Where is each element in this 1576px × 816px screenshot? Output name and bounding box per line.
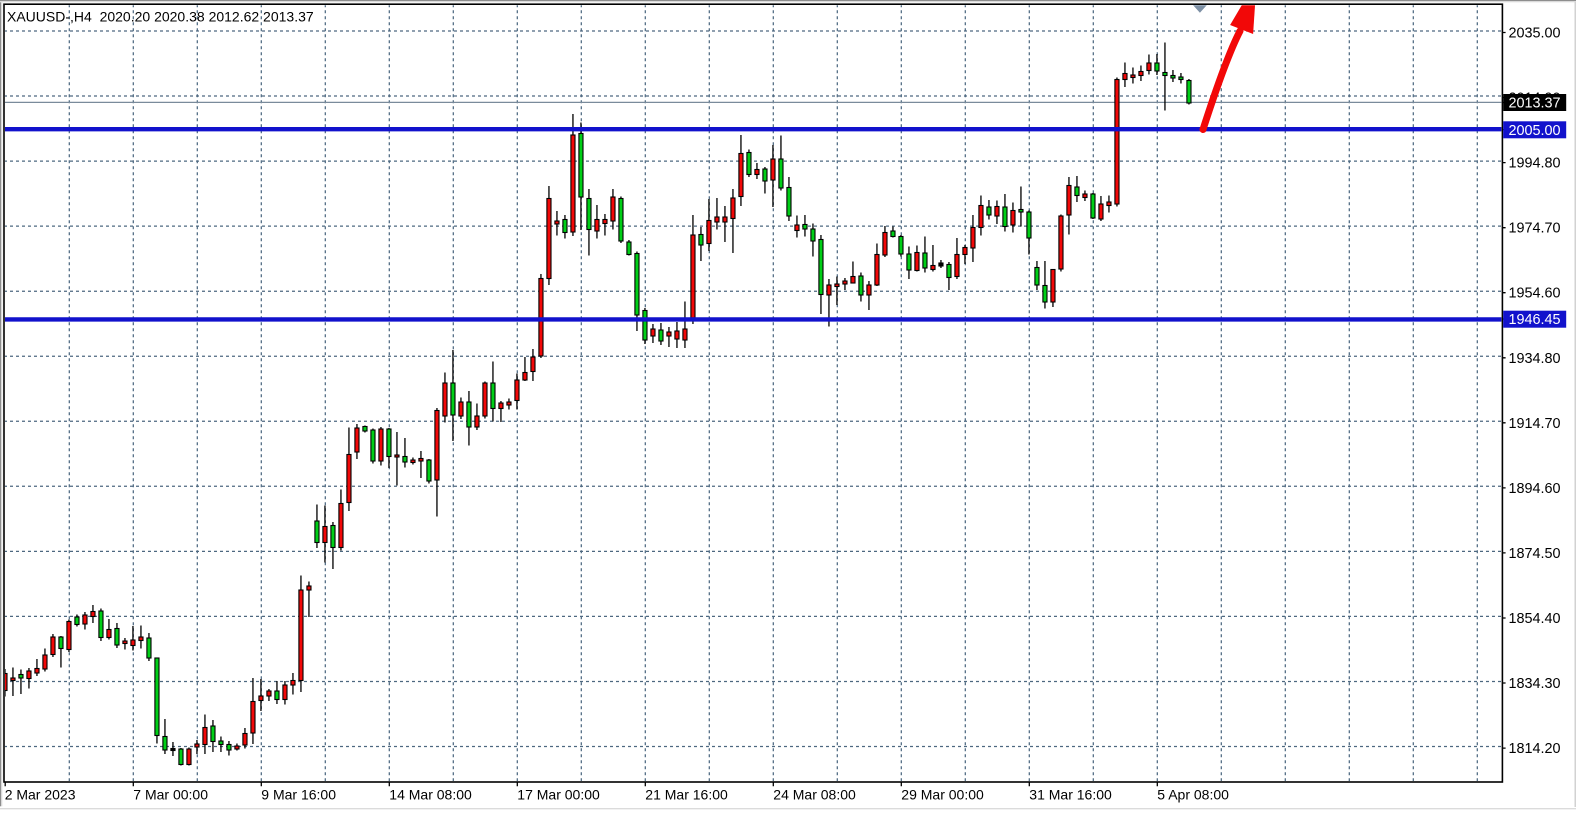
svg-text:24 Mar 08:00: 24 Mar 08:00 — [773, 787, 856, 803]
svg-text:1994.80: 1994.80 — [1509, 156, 1561, 172]
svg-text:1974.70: 1974.70 — [1509, 221, 1561, 237]
svg-text:1874.50: 1874.50 — [1509, 546, 1561, 562]
svg-text:17 Mar 00:00: 17 Mar 00:00 — [517, 787, 600, 803]
svg-text:1914.70: 1914.70 — [1509, 416, 1561, 432]
svg-text:7 Mar 00:00: 7 Mar 00:00 — [133, 787, 208, 803]
svg-text:2035.00: 2035.00 — [1509, 26, 1561, 42]
svg-text:5 Apr 08:00: 5 Apr 08:00 — [1157, 787, 1229, 803]
svg-text:29 Mar 00:00: 29 Mar 00:00 — [901, 787, 984, 803]
svg-text:2005.00: 2005.00 — [1509, 123, 1561, 139]
svg-text:1934.80: 1934.80 — [1509, 351, 1561, 367]
svg-text:9 Mar 16:00: 9 Mar 16:00 — [261, 787, 336, 803]
svg-text:1954.60: 1954.60 — [1509, 286, 1561, 302]
svg-text:14 Mar 08:00: 14 Mar 08:00 — [389, 787, 472, 803]
svg-text:1894.60: 1894.60 — [1509, 481, 1561, 497]
svg-text:1946.45: 1946.45 — [1509, 312, 1561, 328]
svg-text:21 Mar 16:00: 21 Mar 16:00 — [645, 787, 728, 803]
svg-text:1854.40: 1854.40 — [1509, 611, 1561, 627]
svg-text:1814.20: 1814.20 — [1509, 741, 1561, 757]
svg-text:2013.37: 2013.37 — [1509, 96, 1561, 112]
svg-text:1834.30: 1834.30 — [1509, 676, 1561, 692]
svg-text:2 Mar 2023: 2 Mar 2023 — [5, 787, 76, 803]
svg-text:XAUUSD-,H4 2020.20 2020.38 20: XAUUSD-,H4 2020.20 2020.38 2012.62 2013.… — [7, 9, 314, 25]
svg-text:31 Mar 16:00: 31 Mar 16:00 — [1029, 787, 1112, 803]
